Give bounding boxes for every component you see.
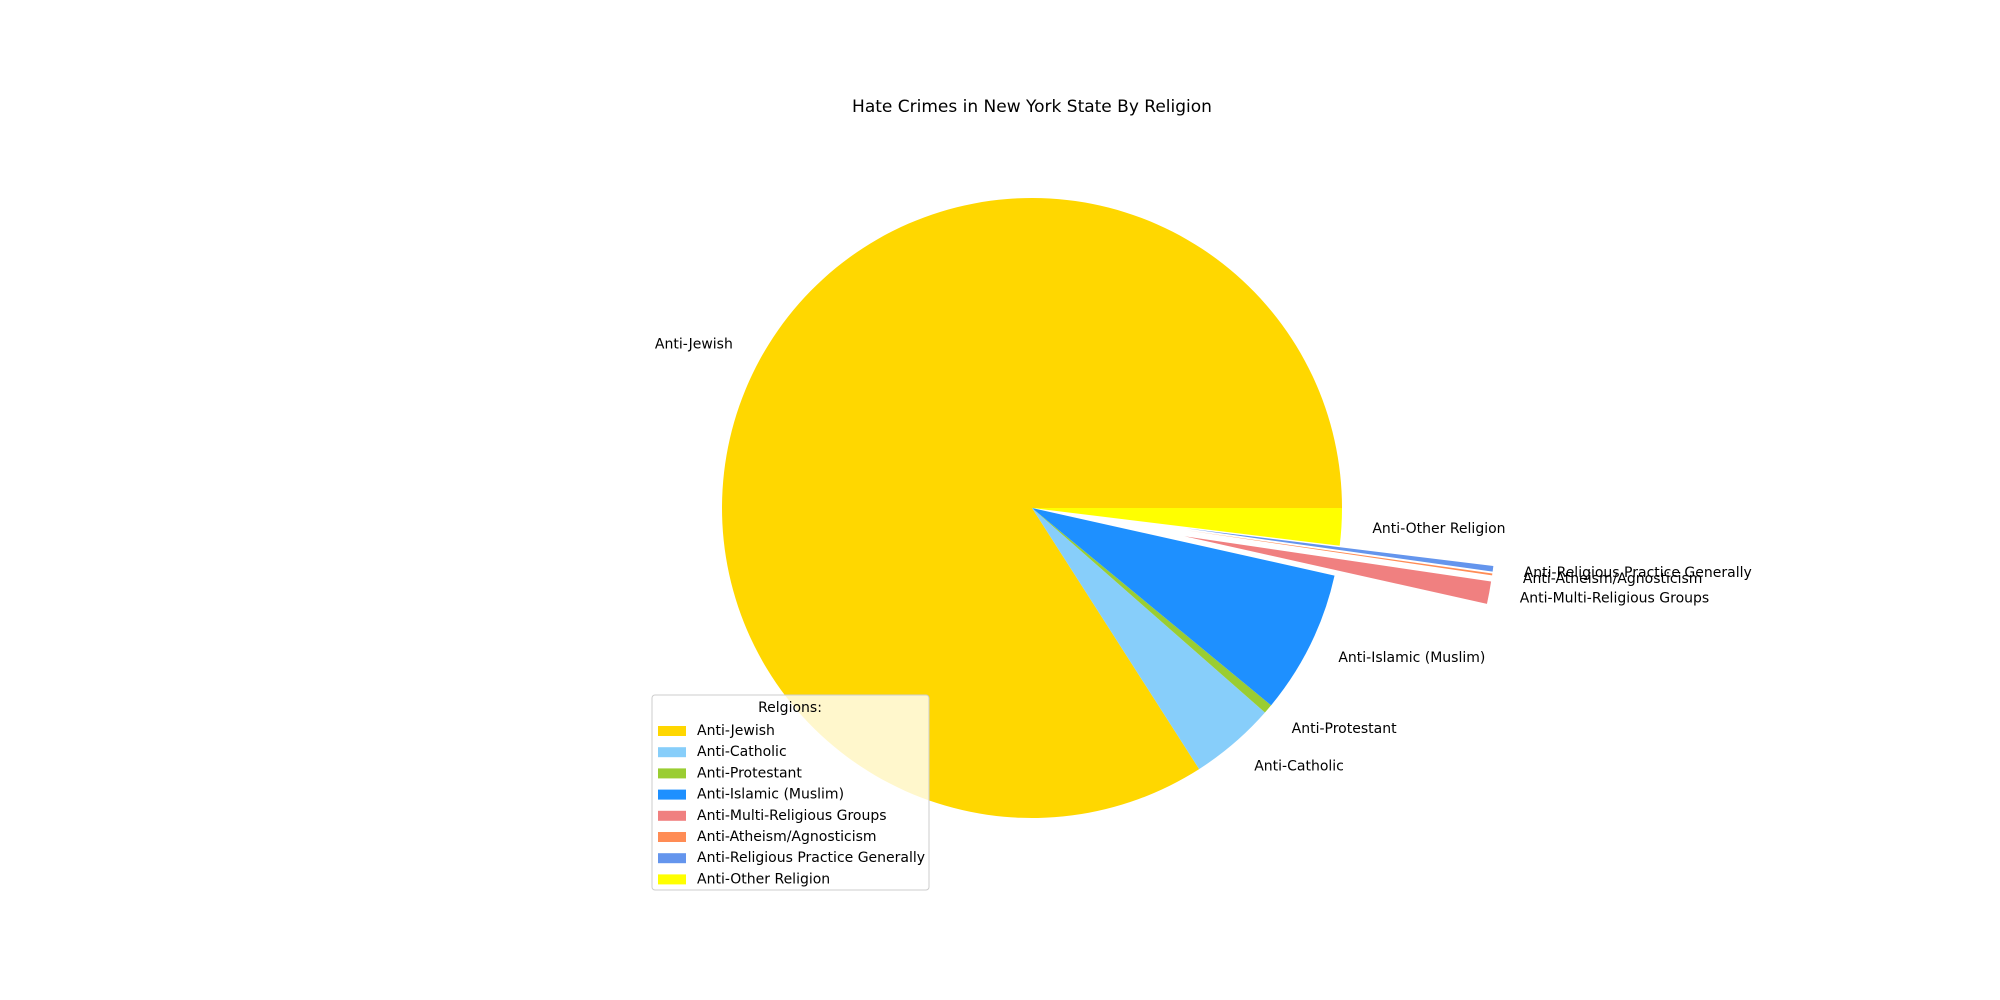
- slice-label-anti-islamic-muslim: Anti-Islamic (Muslim): [1338, 650, 1485, 666]
- legend-label-anti-islamic-muslim: Anti-Islamic (Muslim): [697, 787, 844, 803]
- legend-swatch-anti-islamic-muslim: [658, 789, 686, 800]
- pie-slice-anti-protestant: [1032, 508, 1272, 713]
- legend: Relgions: Anti-Jewish Anti-Catholic Anti-P…: [651, 694, 930, 891]
- slice-label-anti-multi-religious-groups: Anti-Multi-Religious Groups: [1520, 590, 1710, 606]
- slice-label-anti-jewish: Anti-Jewish: [655, 336, 733, 352]
- slice-label-anti-protestant: Anti-Protestant: [1292, 721, 1397, 737]
- pie-slice-anti-other-religion: [1032, 508, 1343, 546]
- legend-title: Relgions:: [758, 700, 822, 716]
- pie-slice-anti-islamic-muslim: [1032, 508, 1335, 706]
- legend-swatch-anti-religious-practice-generally: [658, 853, 686, 864]
- legend-label-anti-jewish: Anti-Jewish: [697, 723, 775, 739]
- chart-title: Hate Crimes in New York State By Religio…: [852, 97, 1212, 117]
- legend-swatch-anti-atheism-agnosticism: [658, 832, 686, 842]
- pie-slice-anti-religious-practice-generally: [1185, 528, 1494, 572]
- slice-label-anti-atheism-agnosticism: Anti-Atheism/Agnosticism: [1523, 571, 1703, 587]
- slice-label-anti-other-religion: Anti-Other Religion: [1372, 521, 1505, 537]
- slice-labels: Anti-Jewish Anti-Catholic Anti-Protestant A…: [655, 336, 1752, 774]
- pie-slices: [722, 197, 1494, 818]
- pie-slice-anti-atheism-agnosticism: [1185, 530, 1493, 576]
- legend-label-anti-atheism-agnosticism: Anti-Atheism/Agnosticism: [697, 829, 877, 845]
- slice-label-anti-religious-practice-generally: Anti-Religious Practice Generally: [1524, 565, 1752, 581]
- pie-slice-anti-catholic: [1032, 508, 1265, 770]
- legend-label-anti-catholic: Anti-Catholic: [697, 744, 787, 760]
- slice-label-anti-catholic: Anti-Catholic: [1254, 759, 1344, 775]
- legend-entries: Anti-Jewish Anti-Catholic Anti-Protestant A…: [658, 723, 925, 887]
- legend-swatch-anti-catholic: [658, 747, 686, 758]
- legend-label-anti-religious-practice-generally: Anti-Religious Practice Generally: [697, 850, 925, 866]
- legend-swatch-anti-protestant: [658, 768, 686, 779]
- legend-swatch-anti-jewish: [658, 726, 686, 736]
- pie-slice-anti-multi-religious-groups: [1184, 536, 1492, 604]
- legend-label-anti-other-religion: Anti-Other Religion: [697, 871, 830, 887]
- legend-frame: [651, 694, 930, 891]
- legend-label-anti-protestant: Anti-Protestant: [697, 765, 802, 781]
- legend-swatch-anti-multi-religious-groups: [658, 810, 686, 821]
- legend-label-anti-multi-religious-groups: Anti-Multi-Religious Groups: [697, 808, 887, 824]
- legend-swatch-anti-other-religion: [658, 874, 686, 885]
- pie-slice-anti-jewish: [722, 197, 1342, 818]
